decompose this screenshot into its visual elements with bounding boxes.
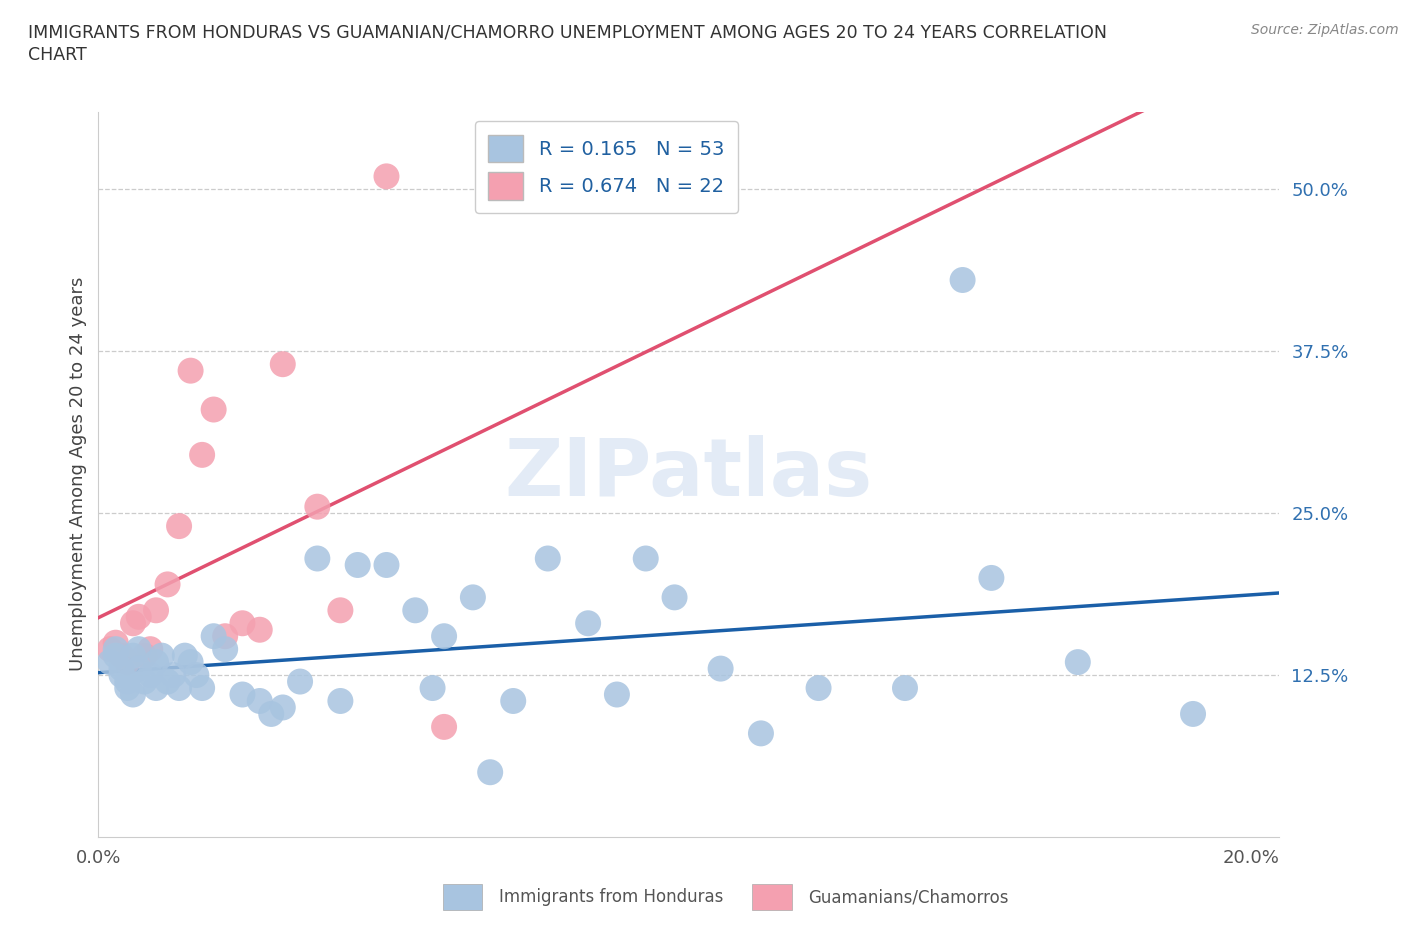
Point — [329, 603, 352, 618]
Point — [134, 674, 156, 689]
Point — [180, 655, 202, 670]
Point — [749, 726, 772, 741]
Point — [134, 648, 156, 663]
Point — [180, 364, 202, 379]
Point — [128, 609, 150, 624]
Point — [271, 700, 294, 715]
Point — [576, 616, 599, 631]
Text: CHART: CHART — [28, 46, 87, 64]
Point — [346, 558, 368, 573]
Point — [307, 499, 329, 514]
Point — [150, 648, 173, 663]
Point — [433, 629, 456, 644]
Point — [173, 648, 195, 663]
Point — [191, 447, 214, 462]
Point — [128, 642, 150, 657]
Point — [145, 681, 167, 696]
Point — [461, 590, 484, 604]
Point — [104, 648, 127, 663]
Point — [231, 687, 253, 702]
Point — [329, 694, 352, 709]
Text: Source: ZipAtlas.com: Source: ZipAtlas.com — [1251, 23, 1399, 37]
Point — [249, 622, 271, 637]
Point — [537, 551, 560, 566]
Point — [104, 642, 127, 657]
Point — [375, 169, 398, 184]
Point — [162, 668, 184, 683]
Point — [139, 668, 162, 683]
Point — [139, 642, 162, 657]
Point — [145, 655, 167, 670]
Point — [271, 357, 294, 372]
Point — [156, 577, 179, 591]
Point — [104, 635, 127, 650]
Point — [433, 720, 456, 735]
Point — [807, 681, 830, 696]
Point — [260, 707, 283, 722]
Point — [110, 648, 132, 663]
Point — [214, 642, 236, 657]
Point — [202, 629, 225, 644]
Legend: R = 0.165   N = 53, R = 0.674   N = 22: R = 0.165 N = 53, R = 0.674 N = 22 — [475, 121, 738, 213]
Point — [122, 648, 145, 663]
Point — [606, 687, 628, 702]
Point — [710, 661, 733, 676]
Point — [156, 674, 179, 689]
Point — [122, 687, 145, 702]
Point — [145, 603, 167, 618]
Point — [249, 694, 271, 709]
Point — [894, 681, 917, 696]
Point — [202, 402, 225, 417]
Point — [375, 558, 398, 573]
Point — [167, 519, 190, 534]
Point — [191, 681, 214, 696]
Point — [214, 629, 236, 644]
Point — [98, 642, 121, 657]
Y-axis label: Unemployment Among Ages 20 to 24 years: Unemployment Among Ages 20 to 24 years — [69, 277, 87, 671]
Point — [479, 764, 502, 779]
Point — [128, 661, 150, 676]
Point — [664, 590, 686, 604]
Point — [502, 694, 524, 709]
Point — [404, 603, 426, 618]
Point — [167, 681, 190, 696]
Point — [980, 570, 1002, 585]
Point — [231, 616, 253, 631]
Text: Guamanians/Chamorros: Guamanians/Chamorros — [808, 888, 1010, 907]
Point — [110, 661, 132, 676]
Point — [288, 674, 311, 689]
Point — [1182, 707, 1205, 722]
Point — [115, 655, 138, 670]
Point — [952, 272, 974, 287]
Point — [98, 655, 121, 670]
Text: Immigrants from Honduras: Immigrants from Honduras — [499, 888, 724, 907]
Point — [634, 551, 657, 566]
Point — [186, 668, 208, 683]
Point — [115, 674, 138, 689]
Point — [110, 668, 132, 683]
Point — [422, 681, 444, 696]
Text: IMMIGRANTS FROM HONDURAS VS GUAMANIAN/CHAMORRO UNEMPLOYMENT AMONG AGES 20 TO 24 : IMMIGRANTS FROM HONDURAS VS GUAMANIAN/CH… — [28, 23, 1107, 41]
Point — [115, 681, 138, 696]
Point — [122, 616, 145, 631]
Point — [1067, 655, 1090, 670]
Text: ZIPatlas: ZIPatlas — [505, 435, 873, 513]
Point — [307, 551, 329, 566]
